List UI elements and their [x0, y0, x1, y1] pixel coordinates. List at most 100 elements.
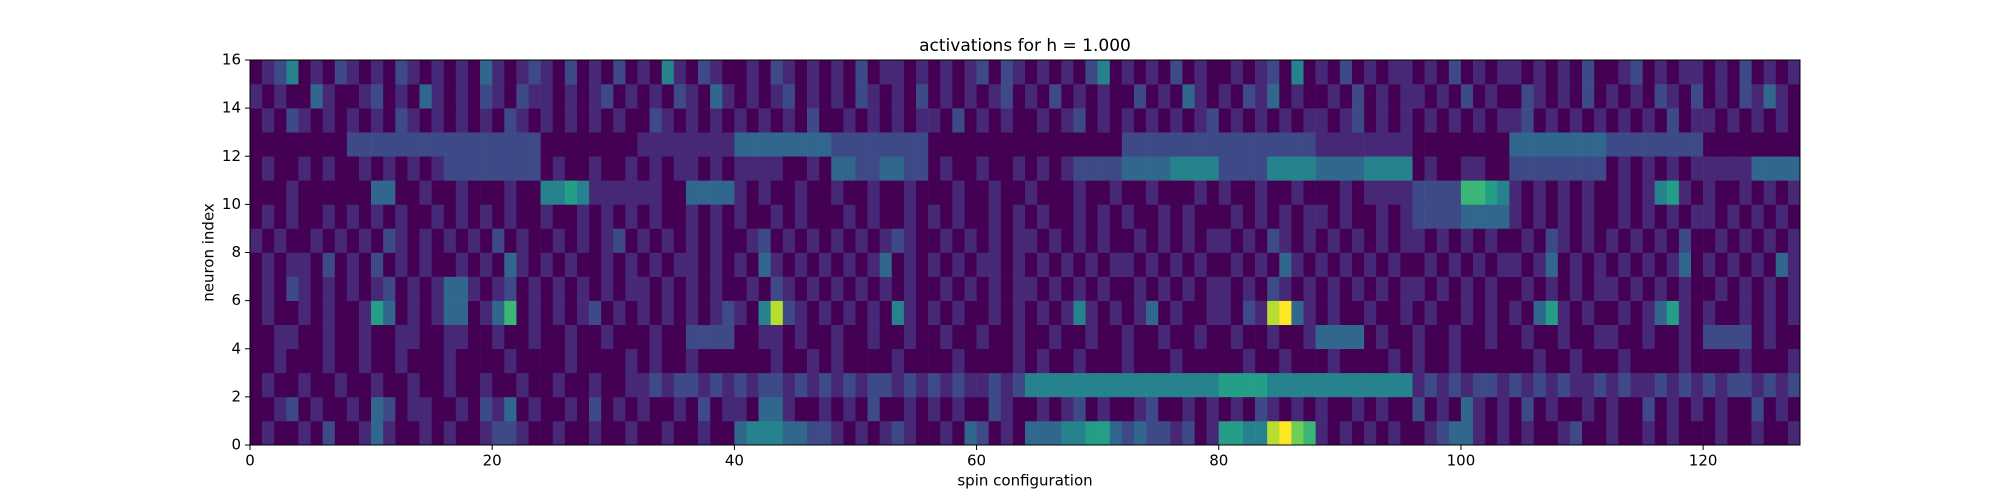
- heatmap-cell: [346, 156, 360, 181]
- heatmap-cell: [794, 180, 808, 205]
- heatmap-cell: [1121, 300, 1135, 325]
- heatmap-cell: [928, 252, 941, 277]
- heatmap-cell: [286, 228, 299, 253]
- heatmap-cell: [1582, 396, 1595, 422]
- heatmap-cell: [1582, 324, 1595, 350]
- heatmap-cell: [1521, 228, 1534, 253]
- heatmap-cell: [1170, 228, 1183, 253]
- heatmap-cell: [1618, 204, 1631, 229]
- heatmap-cell: [576, 204, 590, 229]
- heatmap-cell: [1364, 276, 1377, 301]
- heatmap-cell: [274, 420, 287, 446]
- heatmap-cell: [1279, 252, 1292, 277]
- heatmap-cell: [1703, 228, 1716, 253]
- heatmap-cell: [480, 348, 493, 374]
- heatmap-cell: [1133, 180, 1147, 205]
- heatmap-cell: [504, 276, 517, 301]
- heatmap-cell: [322, 180, 336, 205]
- heatmap-cell: [371, 156, 384, 181]
- heatmap-cell: [334, 420, 348, 446]
- heatmap-cell: [1460, 132, 1474, 157]
- heatmap-cell: [601, 324, 614, 350]
- heatmap-cell: [576, 396, 590, 422]
- heatmap-cell: [843, 156, 856, 181]
- heatmap-cell: [1787, 156, 1801, 181]
- heatmap-cell: [1267, 372, 1280, 398]
- heatmap-cell: [940, 132, 953, 157]
- heatmap-cell: [1460, 84, 1474, 109]
- heatmap-cell: [661, 348, 675, 374]
- heatmap-cell: [1291, 300, 1304, 325]
- heatmap-cell: [831, 132, 844, 157]
- heatmap-cell: [1012, 180, 1026, 205]
- heatmap-cell: [455, 348, 469, 374]
- heatmap-cell: [1351, 396, 1365, 422]
- heatmap-cell: [274, 372, 287, 398]
- heatmap-cell: [1751, 156, 1764, 181]
- heatmap-cell: [770, 108, 784, 133]
- heatmap-cell: [1242, 108, 1256, 133]
- heatmap-cell: [770, 252, 784, 277]
- heatmap-cell: [552, 204, 566, 229]
- heatmap-cell: [1678, 396, 1692, 422]
- heatmap-cell: [528, 372, 541, 398]
- y-tick-label: 0: [231, 436, 241, 454]
- heatmap-cell: [298, 276, 311, 301]
- heatmap-cell: [1618, 156, 1631, 181]
- heatmap-cell: [1000, 372, 1014, 398]
- heatmap-cell: [589, 204, 602, 229]
- heatmap-cell: [1255, 132, 1268, 157]
- heatmap-cell: [855, 156, 868, 181]
- heatmap-cell: [1121, 228, 1135, 253]
- heatmap-cell: [298, 348, 311, 374]
- heatmap-cell: [250, 132, 263, 157]
- heatmap-cell: [1436, 108, 1450, 133]
- heatmap-cell: [1642, 252, 1655, 277]
- heatmap-cell: [492, 84, 505, 109]
- heatmap-cell: [1642, 84, 1655, 109]
- heatmap-cell: [673, 300, 687, 325]
- heatmap-cell: [916, 276, 929, 301]
- heatmap-cell: [1073, 228, 1086, 253]
- heatmap-cell: [576, 324, 590, 350]
- heatmap-cell: [1061, 228, 1074, 253]
- heatmap-cell: [1436, 156, 1450, 181]
- heatmap-cell: [1497, 204, 1510, 229]
- heatmap-cell: [1182, 300, 1195, 325]
- heatmap-cell: [1146, 396, 1159, 422]
- heatmap-cell: [1364, 396, 1377, 422]
- heatmap-cell: [1206, 180, 1220, 205]
- heatmap-cell: [1642, 108, 1655, 133]
- heatmap-cell: [1473, 276, 1486, 301]
- heatmap-cell: [843, 372, 856, 398]
- heatmap-cell: [903, 396, 917, 422]
- heatmap-cell: [1485, 180, 1498, 205]
- heatmap-cell: [1557, 300, 1571, 325]
- heatmap-cell: [504, 372, 517, 398]
- heatmap-cell: [504, 156, 517, 181]
- heatmap-cell: [1255, 348, 1268, 374]
- heatmap-cell: [1133, 228, 1147, 253]
- heatmap-cell: [1703, 60, 1716, 85]
- heatmap-cell: [1182, 60, 1195, 85]
- heatmap-cell: [1267, 132, 1280, 157]
- heatmap-cell: [1230, 372, 1244, 398]
- heatmap-cell: [1339, 60, 1353, 85]
- heatmap-cell: [1424, 156, 1438, 181]
- heatmap-cell: [1533, 420, 1547, 446]
- heatmap-cell: [1460, 228, 1474, 253]
- heatmap-cell: [371, 132, 384, 157]
- heatmap-cell: [419, 204, 432, 229]
- heatmap-cell: [1521, 132, 1534, 157]
- heatmap-cell: [831, 300, 844, 325]
- heatmap-cell: [637, 348, 650, 374]
- heatmap-cell: [940, 60, 953, 85]
- heatmap-cell: [1642, 204, 1655, 229]
- heatmap-cell: [431, 228, 445, 253]
- heatmap-cell: [262, 420, 275, 446]
- heatmap-cell: [1509, 252, 1522, 277]
- heatmap-cell: [1412, 204, 1425, 229]
- heatmap-cell: [371, 396, 384, 422]
- heatmap-cell: [431, 108, 445, 133]
- heatmap-cell: [1739, 300, 1752, 325]
